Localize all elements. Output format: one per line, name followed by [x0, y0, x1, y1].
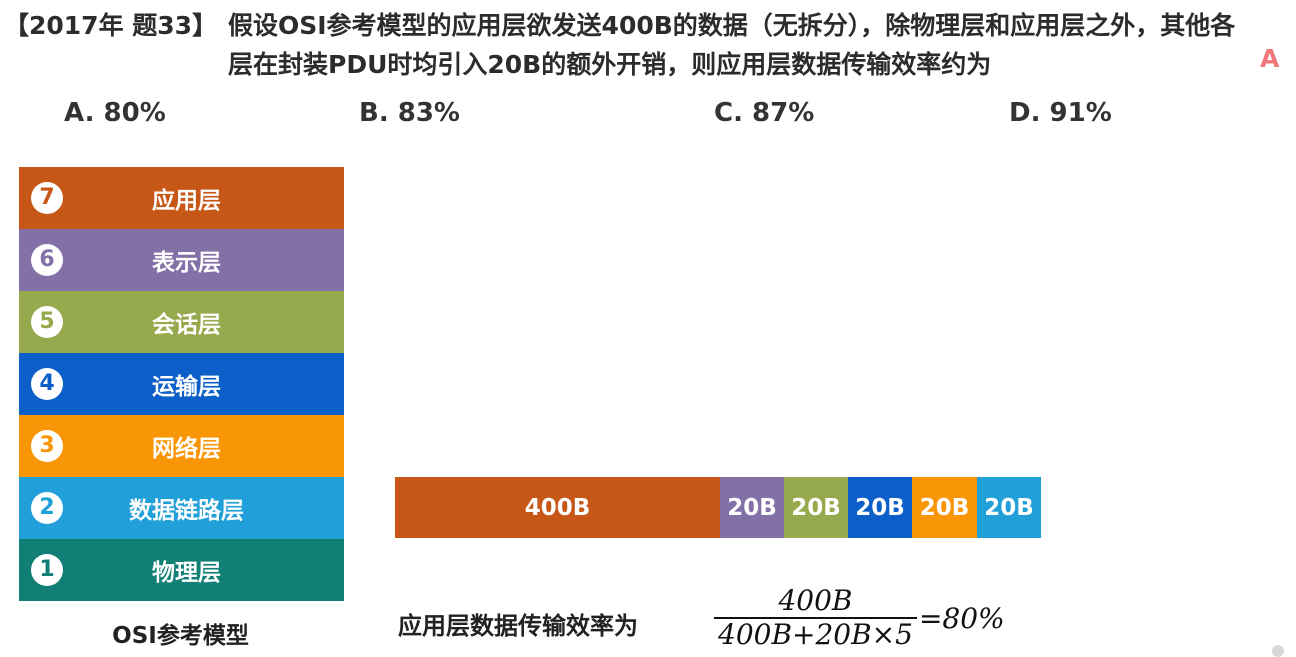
layer-number: 3: [31, 430, 63, 462]
osi-layer-5: 5 会话层: [19, 291, 344, 353]
formula-denominator: 400B+20B×5: [718, 618, 913, 651]
formula-numerator: 400B: [714, 585, 917, 619]
formula-label: 应用层数据传输效率为: [398, 612, 638, 640]
option-c: C. 87%: [714, 98, 815, 128]
layer-number: 7: [31, 182, 63, 214]
answer-label: A: [1260, 44, 1280, 73]
osi-layer-2: 2 数据链路层: [19, 477, 344, 539]
pdu-segment-header: 20B: [977, 477, 1041, 538]
osi-layer-4: 4 运输层: [19, 353, 344, 415]
osi-layer-1: 1 物理层: [19, 539, 344, 601]
layer-number: 6: [31, 244, 63, 276]
layer-name: 会话层: [152, 312, 221, 338]
layer-name: 应用层: [152, 188, 221, 214]
option-a: A. 80%: [64, 98, 166, 128]
pdu-segment-header: 20B: [784, 477, 848, 538]
corner-dot: [1272, 645, 1284, 657]
layer-name: 运输层: [152, 374, 221, 400]
formula-result: =80%: [918, 601, 1005, 635]
option-b: B. 83%: [359, 98, 460, 128]
layer-number: 1: [31, 554, 63, 586]
layer-name: 网络层: [152, 436, 221, 462]
question-text: 假设OSI参考模型的应用层欲发送400B的数据（无拆分），除物理层和应用层之外，…: [228, 11, 1236, 79]
efficiency-formula: 400B 400B+20B×5 =80%: [714, 585, 1005, 651]
pdu-segment-header: 20B: [912, 477, 977, 538]
pdu-segment-header: 20B: [720, 477, 784, 538]
option-d: D. 91%: [1009, 98, 1112, 128]
pdu-bar: 400B 20B 20B 20B 20B 20B: [395, 477, 1041, 538]
osi-caption: OSI参考模型: [112, 623, 249, 649]
osi-layer-7: 7 应用层: [19, 167, 344, 229]
osi-model-stack: 7 应用层 6 表示层 5 会话层 4 运输层 3 网络层 2 数据链路层 1 …: [19, 167, 344, 601]
layer-name: 表示层: [152, 250, 221, 276]
osi-layer-6: 6 表示层: [19, 229, 344, 291]
layer-name: 物理层: [152, 560, 221, 586]
fraction: 400B 400B+20B×5: [714, 585, 917, 651]
question-source: 【2017年 题33】: [4, 11, 218, 40]
layer-number: 4: [31, 368, 63, 400]
layer-name: 数据链路层: [129, 498, 244, 524]
layer-number: 5: [31, 306, 63, 338]
osi-layer-3: 3 网络层: [19, 415, 344, 477]
layer-number: 2: [31, 492, 63, 524]
pdu-segment-header: 20B: [848, 477, 912, 538]
pdu-segment-data: 400B: [395, 477, 720, 538]
